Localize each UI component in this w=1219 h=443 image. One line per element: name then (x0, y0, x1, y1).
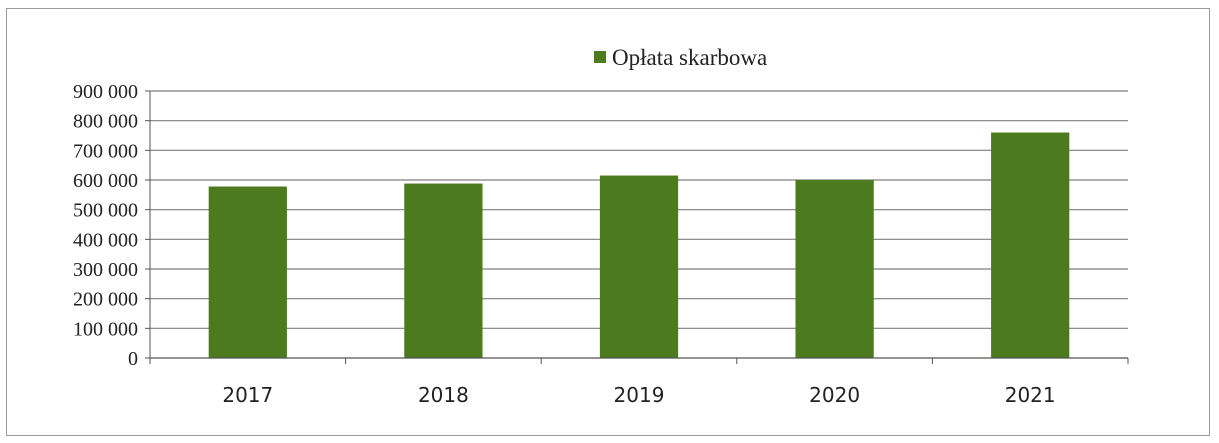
bar-2017 (208, 186, 287, 358)
bar-2019 (599, 175, 679, 358)
x-tick-label: 2019 (614, 383, 665, 407)
y-tick-label: 300 000 (73, 259, 138, 281)
y-tick-label: 200 000 (73, 289, 138, 311)
y-tick-label: 900 000 (73, 81, 138, 103)
y-tick-label: 800 000 (73, 111, 138, 133)
bar-2020 (795, 180, 874, 358)
y-tick-label: 100 000 (73, 318, 138, 340)
y-tick-label: 500 000 (73, 200, 138, 222)
axis-layer (145, 90, 1129, 364)
y-tick-label: 0 (128, 348, 138, 370)
bar-2021 (991, 132, 1070, 358)
y-tick-label: 400 000 (73, 229, 138, 251)
y-tick-label: 700 000 (73, 140, 138, 162)
legend-label: Opłata skarbowa (612, 45, 767, 70)
x-tick-label: 2021 (1005, 383, 1056, 407)
y-tick-label: 600 000 (73, 170, 138, 192)
bar-2018 (404, 183, 483, 358)
bars-layer (208, 132, 1070, 358)
x-tick-label: 2017 (222, 383, 273, 407)
y-tick-labels: 0 100 000 200 000 300 000 400 000 500 000 600 … (73, 81, 138, 370)
x-tick-label: 2018 (418, 383, 469, 407)
legend: Opłata skarbowa (594, 45, 767, 70)
x-tick-labels: 2017 2018 2019 2020 2021 (222, 383, 1055, 407)
x-tick-label: 2020 (809, 383, 860, 407)
legend-swatch (594, 51, 606, 63)
